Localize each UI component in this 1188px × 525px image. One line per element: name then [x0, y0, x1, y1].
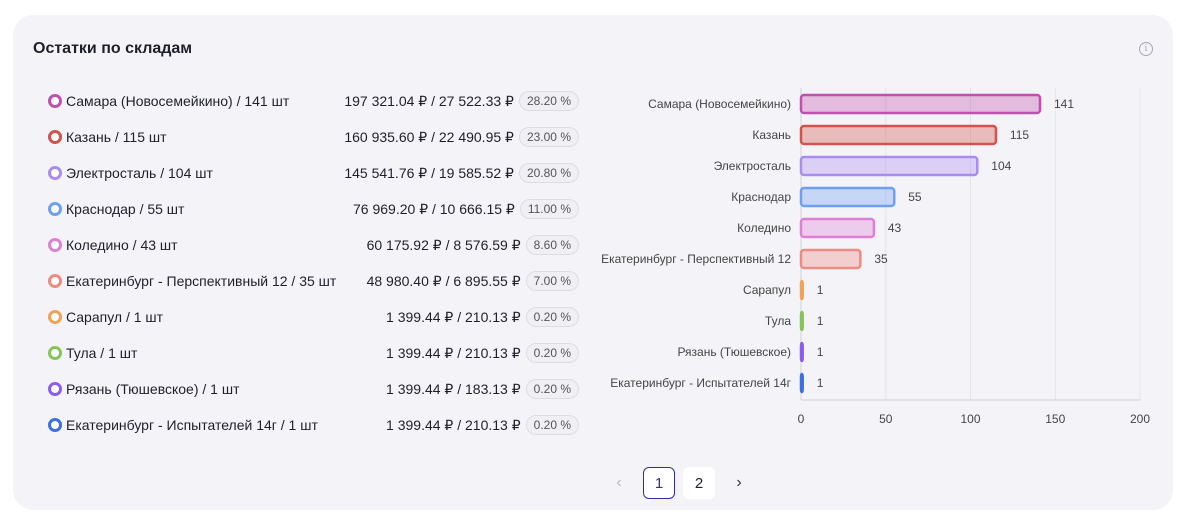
warehouse-values: 1 399.44 ₽ / 210.13 ₽: [386, 308, 521, 325]
warehouse-name: Екатеринбург - Испытателей 14г / 1 шт: [66, 417, 318, 433]
next-page-button[interactable]: ›: [736, 474, 742, 491]
warehouse-values: 76 969.20 ₽ / 10 666.15 ₽: [353, 200, 515, 217]
x-tick-label: 100: [960, 412, 980, 426]
bar: [799, 124, 998, 146]
warehouse-values: 48 980.40 ₽ / 6 895.55 ₽: [366, 272, 521, 289]
warehouse-name: Самара (Новосемейкино) / 141 шт: [66, 93, 290, 109]
warehouse-name: Казань / 115 шт: [66, 129, 167, 145]
warehouse-row: Электросталь / 104 шт 145 541.76 ₽ / 19 …: [48, 155, 579, 191]
y-category-label: Электросталь: [714, 159, 791, 173]
x-tick-label: 200: [1130, 412, 1150, 426]
y-category-label: Казань: [752, 128, 791, 142]
bar: [799, 217, 876, 239]
warehouse-row: Коледино / 43 шт 60 175.92 ₽ / 8 576.59 …: [48, 227, 579, 263]
bar: [799, 186, 896, 208]
legend-dot-icon: [48, 166, 62, 180]
warehouse-row: Екатеринбург - Перспективный 12 / 35 шт …: [48, 263, 579, 299]
bar-data-label: 35: [874, 252, 888, 266]
percent-badge: 0.20 %: [525, 415, 579, 435]
legend-dot-icon: [48, 418, 62, 432]
prev-page-button[interactable]: ‹: [616, 474, 622, 491]
warehouse-name: Екатеринбург - Перспективный 12 / 35 шт: [66, 273, 337, 289]
warehouse-row: Самара (Новосемейкино) / 141 шт 197 321.…: [48, 83, 579, 119]
bar: [799, 93, 1042, 115]
warehouse-values: 145 541.76 ₽ / 19 585.52 ₽: [344, 164, 514, 181]
y-category-label: Рязань (Тюшевское): [677, 345, 791, 359]
legend-dot-icon: [48, 346, 62, 360]
bar: [799, 155, 979, 177]
warehouse-values: 1 399.44 ₽ / 210.13 ₽: [386, 416, 521, 433]
warehouse-row: Рязань (Тюшевское) / 1 шт 1 399.44 ₽ / 1…: [48, 371, 579, 407]
bar-data-label: 55: [908, 190, 922, 204]
pagination: ‹ 1 2 ›: [603, 467, 755, 499]
warehouse-row: Екатеринбург - Испытателей 14г / 1 шт 1 …: [48, 407, 579, 443]
warehouse-values: 1 399.44 ₽ / 210.13 ₽: [386, 344, 521, 361]
bar: [799, 279, 804, 301]
bar-data-label: 1: [817, 345, 824, 359]
y-category-label: Екатеринбург - Перспективный 12: [601, 252, 791, 266]
y-category-label: Краснодар: [731, 190, 791, 204]
warehouse-values: 197 321.04 ₽ / 27 522.33 ₽: [344, 92, 514, 109]
warehouse-name: Коледино / 43 шт: [66, 237, 178, 253]
warehouse-values: 1 399.44 ₽ / 183.13 ₽: [386, 380, 521, 397]
legend-dot-icon: [48, 130, 62, 144]
bar-data-label: 1: [817, 283, 824, 297]
bar-data-label: 1: [817, 376, 824, 390]
legend-dot-icon: [48, 238, 62, 252]
warehouse-row: Казань / 115 шт 160 935.60 ₽ / 22 490.95…: [48, 119, 579, 155]
percent-badge: 0.20 %: [525, 379, 579, 399]
percent-badge: 11.00 %: [519, 199, 579, 219]
page-1-button[interactable]: 1: [643, 467, 675, 499]
warehouse-values: 160 935.60 ₽ / 22 490.95 ₽: [344, 128, 514, 145]
warehouse-name: Тула / 1 шт: [66, 345, 138, 361]
warehouse-name: Краснодар / 55 шт: [66, 201, 185, 217]
page-2-button[interactable]: 2: [683, 467, 715, 499]
y-category-label: Самара (Новосемейкино): [648, 97, 791, 111]
warehouse-name: Сарапул / 1 шт: [66, 309, 164, 325]
legend-dot-icon: [48, 94, 62, 108]
bar: [799, 310, 804, 332]
bar-data-label: 1: [817, 314, 824, 328]
y-category-label: Сарапул: [743, 283, 791, 297]
warehouse-row: Тула / 1 шт 1 399.44 ₽ / 210.13 ₽ 0.20 %: [48, 335, 579, 371]
percent-badge: 0.20 %: [525, 343, 579, 363]
percent-badge: 0.20 %: [525, 307, 579, 327]
legend-dot-icon: [48, 274, 62, 288]
warehouse-name: Электросталь / 104 шт: [66, 165, 213, 181]
bar: [799, 372, 804, 394]
warehouse-row: Сарапул / 1 шт 1 399.44 ₽ / 210.13 ₽ 0.2…: [48, 299, 579, 335]
legend-dot-icon: [48, 382, 62, 396]
bar-data-label: 104: [991, 159, 1011, 173]
bar-data-label: 43: [888, 221, 902, 235]
x-tick-label: 0: [798, 412, 805, 426]
percent-badge: 7.00 %: [525, 271, 579, 291]
percent-badge: 20.80 %: [518, 163, 579, 183]
warehouse-stock-card: Остатки по складам i Самара (Новосемейки…: [13, 15, 1173, 510]
x-tick-label: 150: [1045, 412, 1065, 426]
bar-data-label: 115: [1010, 128, 1029, 142]
info-icon[interactable]: i: [1139, 42, 1153, 56]
bar-data-label: 141: [1054, 97, 1074, 111]
warehouse-row: Краснодар / 55 шт 76 969.20 ₽ / 10 666.1…: [48, 191, 579, 227]
percent-badge: 23.00 %: [518, 127, 579, 147]
legend-dot-icon: [48, 202, 62, 216]
warehouse-values: 60 175.92 ₽ / 8 576.59 ₽: [366, 236, 521, 253]
y-category-label: Коледино: [737, 221, 791, 235]
warehouse-name: Рязань (Тюшевское) / 1 шт: [66, 381, 240, 397]
x-tick-label: 50: [879, 412, 893, 426]
y-category-label: Екатеринбург - Испытателей 14г: [610, 376, 791, 390]
legend-dot-icon: [48, 310, 62, 324]
bar: [799, 248, 862, 270]
y-category-label: Тула: [765, 314, 791, 328]
warehouse-list: Самара (Новосемейкино) / 141 шт 197 321.…: [48, 83, 579, 443]
card-title: Остатки по складам: [33, 40, 193, 57]
percent-badge: 28.20 %: [518, 91, 579, 111]
bar: [799, 341, 804, 363]
percent-badge: 8.60 %: [525, 235, 579, 255]
